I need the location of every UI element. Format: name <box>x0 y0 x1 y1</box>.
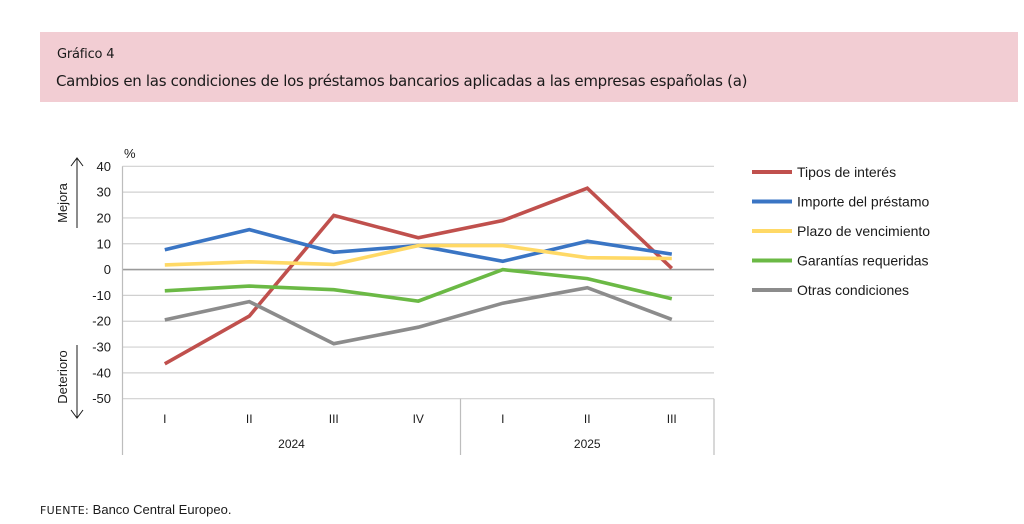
improvement-annotation: Mejora <box>55 157 84 228</box>
source-key: FUENTE: <box>40 504 90 517</box>
x-tick-label: IV <box>413 412 424 426</box>
y-tick-label: -30 <box>92 340 111 355</box>
y-tick-label: 0 <box>104 262 111 277</box>
source-note: FUENTE: Banco Central Europeo. <box>40 502 231 517</box>
legend-label: Otras condiciones <box>797 282 909 298</box>
legend-label: Garantías requeridas <box>797 253 929 269</box>
legend-label: Plazo de vencimiento <box>797 223 930 239</box>
x-tick-label: III <box>329 412 339 426</box>
y-axis-ticks: 40 30 20 10 0 -10 -20 -30 -40 -50 <box>92 159 111 406</box>
x-tick-label: I <box>501 412 504 426</box>
x-tick-label: III <box>667 412 677 426</box>
y-tick-label: 20 <box>97 210 111 225</box>
legend-item: Tipos de interés <box>752 164 896 180</box>
y-tick-label: -50 <box>92 391 111 406</box>
legend-item: Plazo de vencimiento <box>752 223 930 239</box>
series-plazo-de-vencimiento <box>164 243 672 267</box>
up-arrow-icon <box>70 157 84 228</box>
deterioration-annotation: Deterioro <box>55 345 84 419</box>
legend-item: Garantías requeridas <box>752 253 929 269</box>
down-arrow-icon <box>70 345 84 419</box>
deterioration-label: Deterioro <box>55 350 70 403</box>
y-tick-label: -20 <box>92 314 111 329</box>
y-tick-label: 10 <box>97 236 111 251</box>
series-garantias-requeridas <box>164 267 673 303</box>
y-tick-label: 40 <box>97 159 111 174</box>
series-line-otras-condiciones <box>164 285 673 346</box>
series-line-tipos-de-interes <box>163 186 674 366</box>
series-lines <box>163 186 674 366</box>
y-tick-label: -40 <box>92 365 111 380</box>
x-tick-label: I <box>163 412 166 426</box>
legend-item: Importe del préstamo <box>752 194 929 210</box>
x-group-label: 2025 <box>574 437 601 451</box>
x-tick-label: II <box>584 412 591 426</box>
series-tipos-de-interes <box>163 186 674 366</box>
chart-title: Cambios en las condiciones de los présta… <box>56 72 748 90</box>
improvement-label: Mejora <box>55 182 70 223</box>
series-line-garantias-requeridas <box>164 267 673 303</box>
x-tick-label: II <box>246 412 253 426</box>
legend-item: Otras condiciones <box>752 282 909 298</box>
source-value: Banco Central Europeo. <box>92 502 232 517</box>
chart-header: Gráfico 4 Cambios en las condiciones de … <box>40 32 1018 102</box>
figure-number: Gráfico 4 <box>57 47 115 62</box>
y-tick-label: -10 <box>92 288 111 303</box>
x-group-label: 2024 <box>278 437 305 451</box>
y-axis-unit-label: % <box>124 146 136 161</box>
legend-label: Importe del préstamo <box>797 194 929 210</box>
legend-label: Tipos de interés <box>797 164 896 180</box>
legend: Tipos de interés Importe del préstamo Plaz… <box>752 164 930 298</box>
y-tick-label: 30 <box>97 185 111 200</box>
series-line-plazo-de-vencimiento <box>164 243 672 267</box>
series-otras-condiciones <box>164 285 673 346</box>
